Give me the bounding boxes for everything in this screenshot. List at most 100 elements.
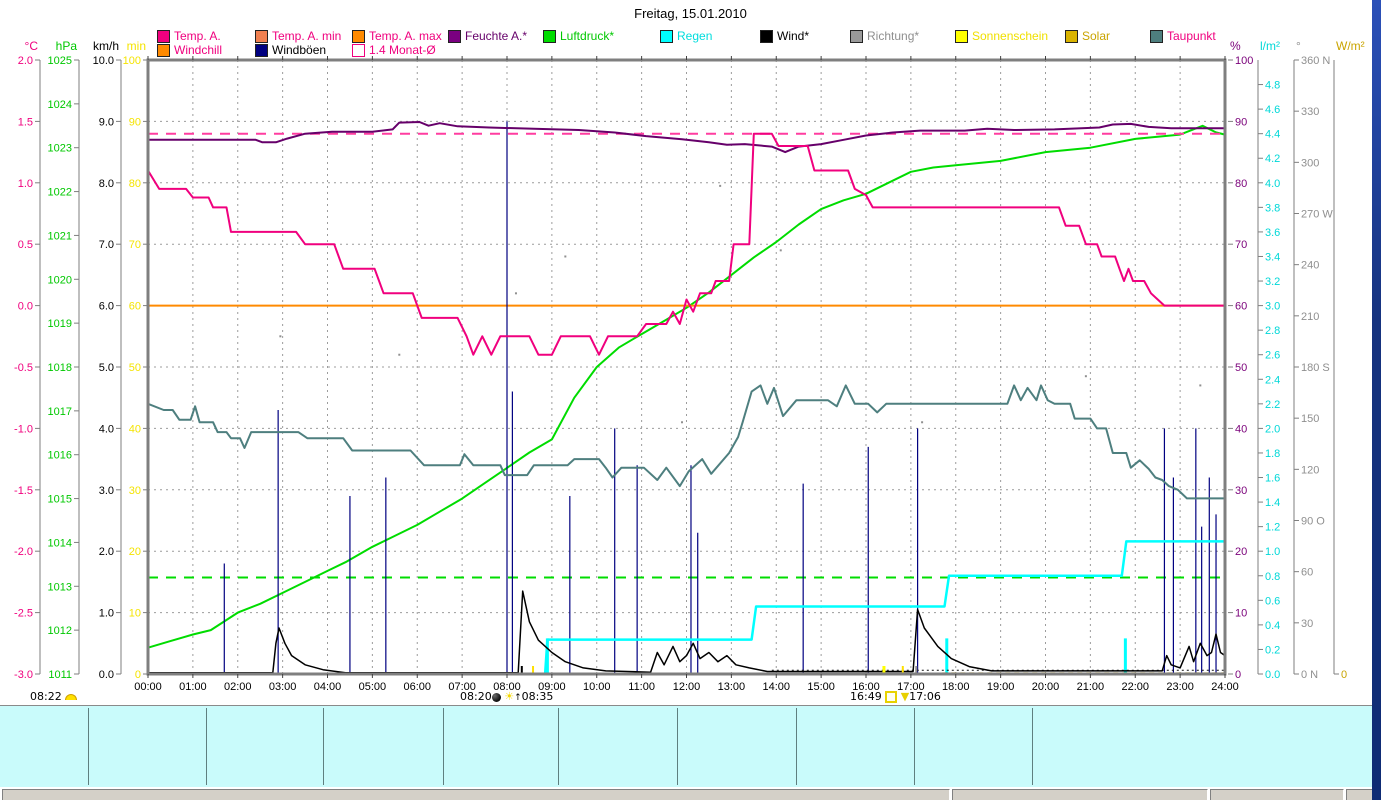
legend-item-wind-: Wind*	[760, 29, 810, 43]
axis-label-lm2: 0.6	[1265, 595, 1280, 607]
axis-label-lm2: 2.2	[1265, 399, 1280, 411]
axis-label-min: 80	[129, 178, 141, 190]
summary-table: SensorMinWertMaxWertDurchschnitt15.01. 2…	[0, 705, 1372, 787]
axis-label-lm2: 2.4	[1265, 374, 1280, 386]
legend-label: Wind*	[777, 29, 810, 43]
legend-label: Richtung*	[867, 29, 920, 43]
x-tick-label: 13:00	[718, 681, 746, 693]
axis-label-lm2: 3.0	[1265, 301, 1280, 313]
legend-swatch	[660, 29, 673, 43]
legend-item-taupunkt: Taupunkt	[1150, 29, 1216, 43]
axis-label-lm2: 4.4	[1265, 129, 1280, 141]
axis-label-hpa: 1025	[48, 55, 72, 67]
series-temp	[147, 132, 1225, 356]
axis-label-celsius: 1.0	[18, 178, 33, 190]
table-divider	[914, 708, 915, 785]
legend-swatch	[352, 43, 365, 57]
series-richtung-dots	[279, 335, 282, 338]
axis-label-kmh: 8.0	[99, 178, 114, 190]
legend-label: Luftdruck*	[560, 29, 615, 43]
x-tick-label: 21:00	[1077, 681, 1105, 693]
axis-unit-degrees: °	[1296, 39, 1301, 53]
x-tick-label: 22:00	[1121, 681, 1149, 693]
axis-label-lm2: 3.2	[1265, 276, 1280, 288]
axis-label-min: 70	[129, 239, 141, 251]
legend-item-windböen: Windböen	[255, 43, 327, 57]
x-tick-label: 09:00	[538, 681, 566, 693]
table-divider	[206, 708, 207, 785]
legend-item-regen: Regen	[660, 29, 713, 43]
axis-label-degrees: 270 W	[1301, 209, 1333, 221]
legend-label: Windböen	[272, 43, 327, 57]
axis-label-degrees: 360 N	[1301, 55, 1330, 67]
axis-label-lm2: 2.8	[1265, 325, 1280, 337]
x-tick-label: 17:00	[897, 681, 925, 693]
axis-label-kmh: 1.0	[99, 608, 114, 620]
axis-label-min: 90	[129, 116, 141, 128]
moonset-sunrise-times: 08:20 ☀↑08:35	[460, 690, 554, 703]
axis-label-lm2: 1.0	[1265, 546, 1280, 558]
status-panel-0	[2, 789, 950, 800]
axis-label-degrees: 210	[1301, 311, 1319, 323]
legend-item-richtung-: Richtung*	[850, 29, 920, 43]
left-sun-time: 08:22	[30, 690, 78, 703]
x-tick-label: 15:00	[807, 681, 835, 693]
legend-label: Temp. A. max	[369, 29, 442, 43]
series-richtung-dots	[564, 255, 567, 258]
table-divider	[558, 708, 559, 785]
axis-unit-hpa: hPa	[56, 39, 78, 53]
axis-label-hpa: 1023	[48, 143, 72, 155]
axis-label-lm2: 1.2	[1265, 522, 1280, 534]
series-richtung-dots	[398, 353, 401, 356]
moonset-icon	[491, 692, 501, 702]
series-richtung-dots	[514, 292, 517, 295]
sunset-icon	[885, 691, 898, 703]
legend-label: Regen	[677, 29, 713, 43]
moon-rise-arrow-icon: ▼	[900, 690, 910, 703]
x-tick-label: 10:00	[583, 681, 611, 693]
table-divider	[323, 708, 324, 785]
series-regen-bars	[945, 638, 949, 673]
weather-chart: 2.0 1.5 1.0 0.5 0.0 -0.5 -1.0 -1.5 -2.0 -2.5 -3.0 °…	[14, 39, 1365, 693]
legend-item-temp-a-: Temp. A.	[157, 29, 221, 43]
axis-label-percent: 0	[1235, 669, 1241, 681]
axis-label-kmh: 10.0	[93, 55, 114, 67]
desktop-edge-strip	[1372, 0, 1381, 800]
series-richtung-dots	[1199, 384, 1202, 387]
status-panel-2	[1210, 789, 1344, 800]
legend-item-temp-a-min: Temp. A. min	[255, 29, 342, 43]
axis-label-celsius: -1.5	[14, 485, 33, 497]
x-tick-label: 11:00	[628, 681, 655, 693]
series-richtung-dots	[921, 421, 924, 424]
axis-label-lm2: 0.2	[1265, 644, 1280, 656]
axis-label-percent: 70	[1235, 239, 1247, 251]
axis-label-lm2: 4.2	[1265, 153, 1280, 165]
axis-label-hpa: 1018	[48, 362, 72, 374]
axis-label-lm2: 3.8	[1265, 202, 1280, 214]
legend-item-windchill: Windchill	[157, 43, 222, 57]
table-divider	[443, 708, 444, 785]
series-richtung-dots	[681, 421, 684, 424]
status-panel-3	[1346, 789, 1373, 800]
series-richtung-dots	[719, 184, 722, 187]
axis-label-hpa: 1017	[48, 406, 72, 418]
axis-label-hpa: 1021	[48, 230, 72, 242]
x-tick-label: 00:00	[134, 681, 162, 693]
axis-label-hpa: 1020	[48, 274, 72, 286]
axis-label-percent: 100	[1235, 55, 1253, 67]
axis-label-hpa: 1015	[48, 494, 72, 506]
axis-label-lm2: 1.6	[1265, 473, 1280, 485]
axis-label-celsius: -1.0	[14, 423, 33, 435]
axis-label-min: 10	[129, 608, 141, 620]
axis-label-lm2: 2.6	[1265, 350, 1280, 362]
axis-label-lm2: 4.0	[1265, 178, 1280, 190]
axis-label-min: 60	[129, 301, 141, 313]
legend-item-feuchte-a-: Feuchte A.*	[448, 29, 527, 43]
axis-label-lm2: 3.4	[1265, 251, 1280, 263]
legend-label: Temp. A. min	[272, 29, 342, 43]
sun-up-icon: ☀	[504, 690, 515, 703]
axis-label-lm2: 1.8	[1265, 448, 1280, 460]
axis-label-percent: 90	[1235, 116, 1247, 128]
axis-unit-min: min	[127, 39, 146, 53]
legend-swatch	[543, 29, 556, 43]
